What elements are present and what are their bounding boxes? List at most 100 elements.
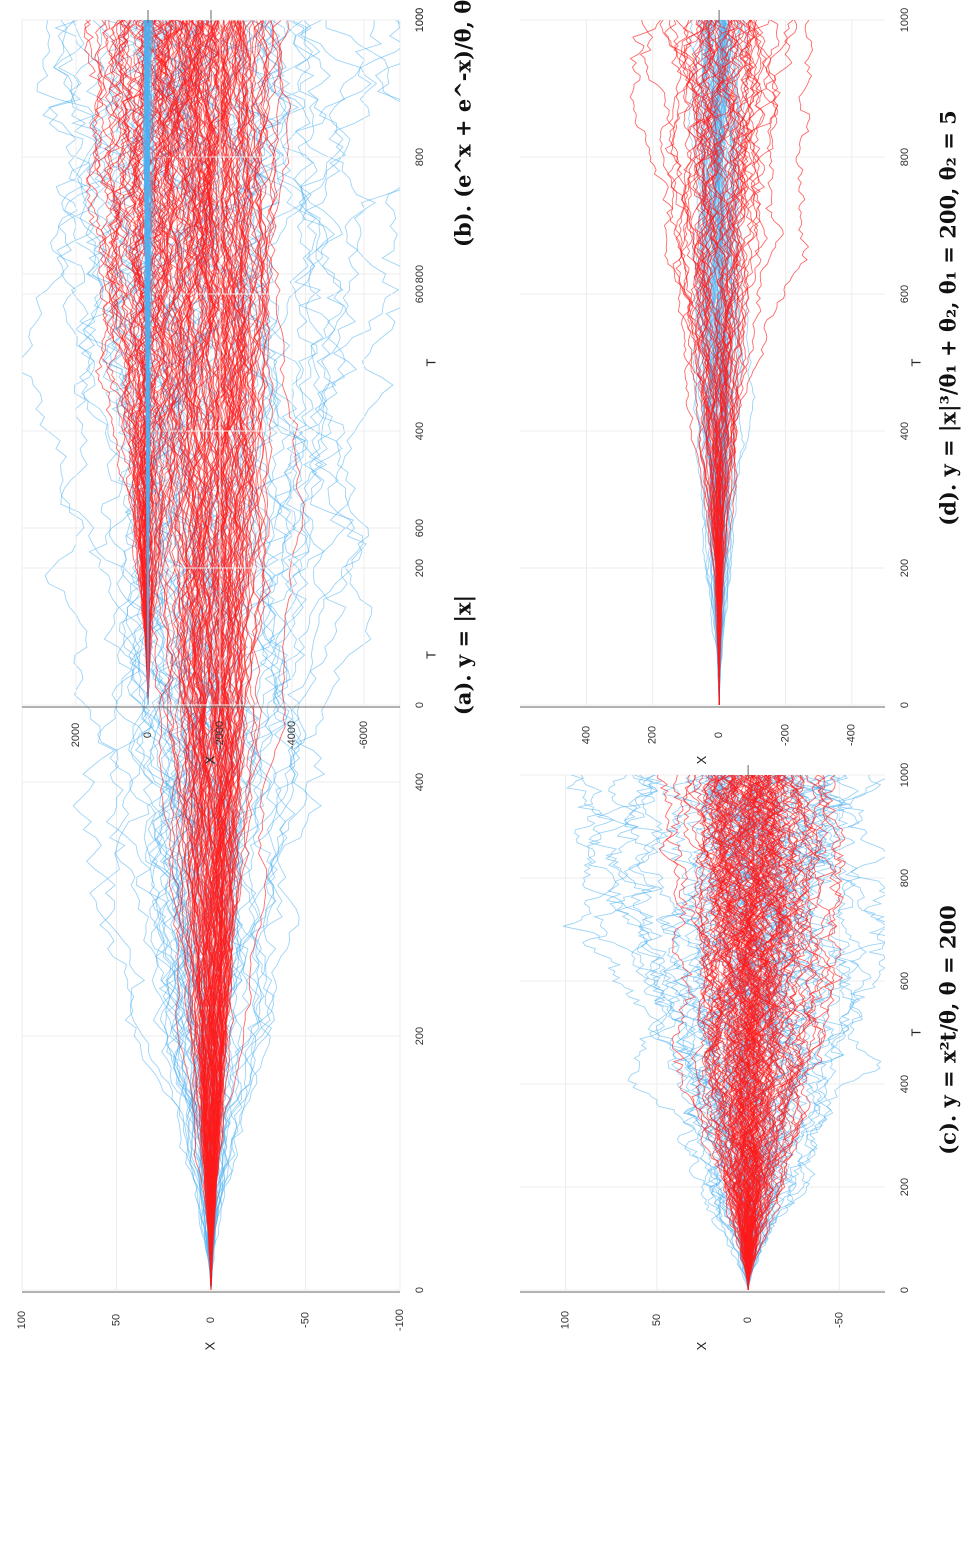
series-path <box>741 775 789 1290</box>
series-path <box>691 775 749 1290</box>
series-path <box>718 20 744 705</box>
series-path <box>747 775 850 1290</box>
series-path <box>147 20 208 705</box>
series-path <box>697 775 749 1290</box>
tick-label-x: -2000 <box>214 721 226 749</box>
series-path <box>693 775 767 1290</box>
series-path <box>747 775 826 1290</box>
series-path <box>207 20 250 1290</box>
panel-a: 0 200 400 600 800 1000 T -100 -50 0 50 100 X (a). y =… <box>16 8 476 1351</box>
series-path <box>684 775 749 1290</box>
series-path <box>110 20 219 1290</box>
plot-area-c <box>562 775 885 1290</box>
series-path <box>747 775 844 1290</box>
series-path <box>695 775 749 1290</box>
tick-label-t: 1000 <box>414 8 426 32</box>
series-path <box>97 20 149 705</box>
plot-area-d <box>629 20 813 705</box>
series-path <box>56 20 212 1290</box>
series-path <box>146 20 150 705</box>
tick-label-t: 400 <box>414 422 426 440</box>
series-path <box>747 775 801 1290</box>
series-path <box>188 20 246 1290</box>
series-path <box>130 20 176 705</box>
axis-title-x: X <box>694 1341 709 1350</box>
panel-c: 0 200 400 600 800 1000 T -50 0 50 100 X (c). y = x²t… <box>520 763 961 1350</box>
tick-label-t: 0 <box>899 1287 911 1293</box>
series-path <box>630 775 750 1290</box>
series-path <box>704 775 824 1290</box>
axis-title-t: T <box>423 358 438 366</box>
series-path <box>187 20 238 1290</box>
tick-label-x: 0 <box>713 732 725 738</box>
tick-label-t: 200 <box>414 1027 426 1045</box>
series-path <box>665 775 749 1290</box>
caption-d: (d). y = |x|³/θ₁ + θ₂, θ₁ = 200, θ₂ = 5 <box>936 110 961 525</box>
series-path <box>747 775 846 1290</box>
tick-label-x: 2000 <box>70 723 82 747</box>
series-path <box>189 20 220 1290</box>
series-path <box>718 20 780 705</box>
series-path <box>715 20 753 705</box>
series-d-1 <box>629 20 813 705</box>
axis-title-t: T <box>908 1028 923 1036</box>
tick-label-t: 0 <box>899 702 911 708</box>
tick-label-x: 100 <box>560 1311 572 1329</box>
series-path <box>699 20 740 705</box>
series-path <box>686 775 749 1290</box>
series-path <box>210 20 245 1290</box>
series-path <box>147 20 216 705</box>
series-path <box>196 20 253 1290</box>
series-path <box>210 20 400 1290</box>
tick-label-t: 400 <box>899 422 911 440</box>
series-path <box>711 775 761 1290</box>
series-path <box>747 775 820 1290</box>
series-path <box>571 775 749 1290</box>
tick-label-x: -6000 <box>358 721 370 749</box>
series-path <box>210 20 271 1290</box>
series-path <box>209 20 242 1290</box>
axis-title-x: X <box>202 1341 217 1350</box>
series-path <box>203 20 239 1290</box>
series-path <box>747 775 835 1290</box>
series-path <box>747 775 812 1290</box>
axis-title-t: T <box>423 651 438 659</box>
tick-label-x: 50 <box>651 1314 663 1326</box>
series-path <box>195 20 247 1290</box>
tick-label-x: -400 <box>846 724 858 746</box>
tick-label-t: 800 <box>414 265 426 283</box>
tick-label-t: 800 <box>414 148 426 166</box>
series-path <box>210 20 305 1290</box>
caption-b: (b). (e^x + e^-x)/θ, θ = 2000 <box>451 0 476 247</box>
series-path <box>731 775 774 1290</box>
tick-label-x: 400 <box>580 726 592 744</box>
tick-label-x: -50 <box>833 1312 845 1328</box>
series-path <box>712 775 759 1290</box>
series-a-1 <box>134 20 305 1290</box>
series-path <box>710 20 733 705</box>
series-path <box>565 775 749 1290</box>
series-path <box>663 20 723 705</box>
series-path <box>183 20 228 1290</box>
tick-label-x: -50 <box>299 1312 311 1328</box>
series-b-1 <box>142 20 156 705</box>
series-path <box>698 775 801 1290</box>
tick-label-t: 600 <box>899 972 911 990</box>
tick-label-t: 200 <box>899 559 911 577</box>
tick-label-x: -200 <box>779 724 791 746</box>
tick-label-t: 400 <box>414 773 426 791</box>
tick-label-t: 200 <box>414 559 426 577</box>
axis-title-x: X <box>694 755 709 764</box>
tick-label-t: 600 <box>414 519 426 537</box>
caption-c: (c). y = x²t/θ, θ = 200 <box>936 905 961 1154</box>
series-path <box>723 775 757 1290</box>
tick-label-t: 1000 <box>899 763 911 787</box>
series-path <box>210 20 400 1290</box>
tick-label-x: 100 <box>16 1311 28 1329</box>
tick-label-x: 0 <box>742 1317 754 1323</box>
tick-label-x: 50 <box>110 1314 122 1326</box>
axis-title-x: X <box>202 755 217 764</box>
tick-label-t: 0 <box>414 702 426 708</box>
series-path <box>153 20 242 1290</box>
